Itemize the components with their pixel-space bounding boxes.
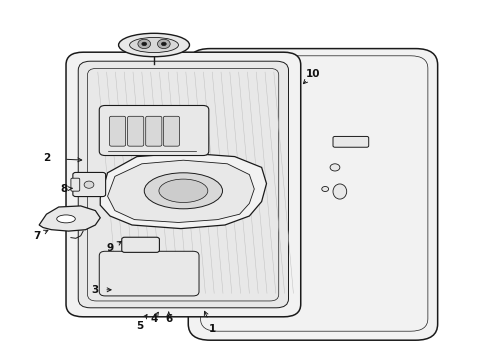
Text: 3: 3: [92, 285, 99, 295]
FancyBboxPatch shape: [163, 116, 179, 146]
Circle shape: [157, 39, 170, 49]
FancyBboxPatch shape: [332, 136, 368, 147]
Circle shape: [142, 42, 146, 46]
Text: 2: 2: [43, 153, 50, 163]
Circle shape: [329, 164, 339, 171]
FancyBboxPatch shape: [109, 116, 125, 146]
FancyBboxPatch shape: [122, 237, 159, 252]
Circle shape: [84, 181, 94, 188]
Ellipse shape: [144, 173, 222, 209]
Text: 4: 4: [150, 314, 158, 324]
Ellipse shape: [332, 184, 346, 199]
Text: 8: 8: [60, 184, 67, 194]
Text: 7: 7: [33, 231, 41, 241]
FancyBboxPatch shape: [188, 49, 437, 340]
FancyBboxPatch shape: [145, 116, 162, 146]
FancyBboxPatch shape: [71, 178, 80, 191]
Ellipse shape: [129, 37, 178, 53]
Ellipse shape: [57, 215, 75, 223]
Polygon shape: [107, 160, 254, 222]
Circle shape: [321, 186, 328, 192]
FancyBboxPatch shape: [78, 61, 288, 308]
Polygon shape: [39, 206, 100, 231]
FancyBboxPatch shape: [66, 52, 300, 317]
Text: 9: 9: [106, 243, 113, 253]
FancyBboxPatch shape: [127, 116, 143, 146]
FancyBboxPatch shape: [99, 105, 208, 156]
Text: 10: 10: [305, 69, 320, 79]
FancyBboxPatch shape: [99, 251, 199, 296]
Text: 5: 5: [136, 321, 142, 331]
Text: 1: 1: [209, 324, 216, 334]
Text: 6: 6: [165, 314, 172, 324]
Ellipse shape: [119, 33, 189, 57]
Polygon shape: [100, 153, 266, 229]
Circle shape: [161, 42, 166, 46]
FancyBboxPatch shape: [73, 172, 105, 197]
Circle shape: [138, 39, 150, 49]
Ellipse shape: [159, 179, 207, 202]
